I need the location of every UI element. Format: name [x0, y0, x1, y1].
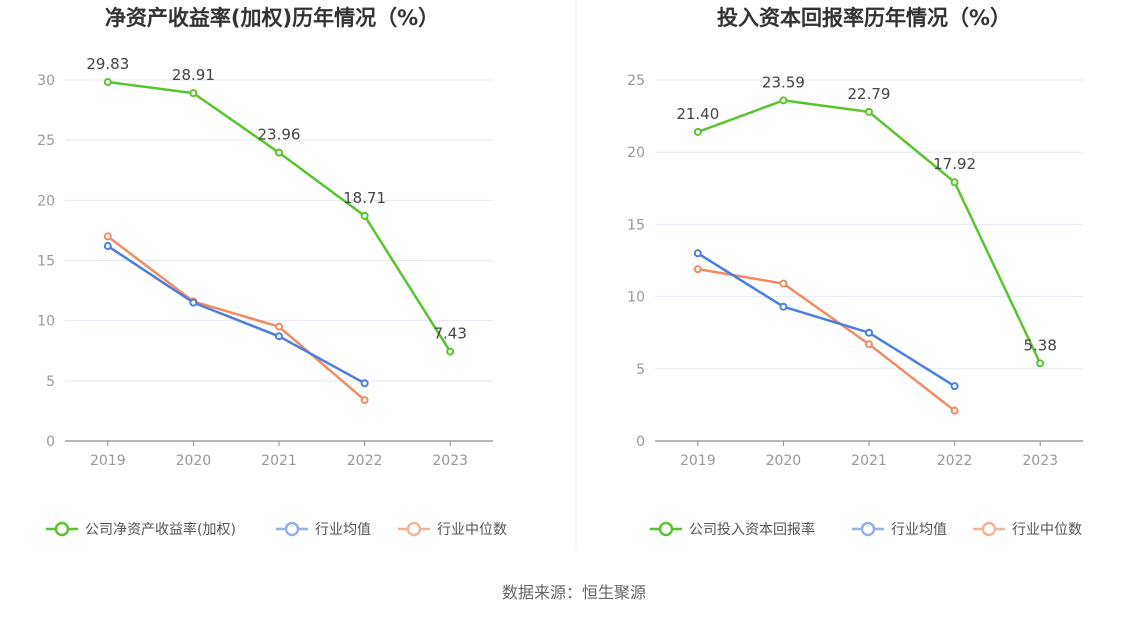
legend-marker-icon — [658, 521, 674, 537]
y-tick-label: 25 — [627, 73, 645, 89]
data-point-company — [103, 78, 112, 87]
data-label: 23.59 — [762, 73, 805, 91]
roe-chart-panel: 净资产收益率(加权)历年情况（%） 0 5 10 15 20 25 30 2019 2020 202… — [37, 6, 507, 538]
data-label: 7.43 — [433, 325, 466, 343]
legend-item-industry-median[interactable]: 行业中位数 — [398, 521, 507, 538]
data-point-company — [275, 148, 283, 157]
data-point-industry-mean — [189, 298, 198, 307]
data-point-industry-mean — [103, 242, 112, 251]
chart-title: 投入资本回报率历年情况（%） — [717, 6, 1011, 30]
data-label: 22.79 — [848, 85, 891, 103]
legend-marker-icon — [406, 521, 422, 537]
data-label: 18.71 — [343, 189, 386, 207]
data-point-company — [189, 89, 198, 98]
x-tick-label: 2021 — [851, 453, 887, 469]
y-tick-label: 10 — [627, 290, 645, 306]
y-tick-label: 10 — [37, 314, 55, 330]
y-tick-label: 20 — [37, 193, 55, 209]
data-point-industry-mean — [865, 328, 873, 337]
data-point-company — [779, 96, 788, 105]
roic-chart-panel: 投入资本回报率历年情况（%） 0 5 10 15 20 25 2019 2020 2021 2022… — [627, 6, 1083, 538]
data-point-company — [865, 107, 873, 116]
legend-marker-icon — [284, 521, 300, 537]
source-text: 数据来源：恒生聚源 — [502, 583, 646, 602]
data-point-company — [950, 178, 959, 187]
x-tick-label: 2020 — [766, 453, 802, 469]
series-line-industry-median — [697, 267, 956, 412]
series-line-company — [697, 99, 1042, 364]
data-point-industry-mean — [275, 332, 283, 341]
data-point-industry-median — [103, 232, 112, 241]
data-label: 29.83 — [86, 55, 129, 73]
data-point-industry-mean — [360, 379, 369, 388]
y-tick-label: 0 — [636, 434, 645, 450]
y-tick-label: 0 — [46, 434, 55, 450]
x-tick-label: 2022 — [937, 453, 973, 469]
data-label: 23.96 — [258, 126, 301, 144]
y-tick-label: 25 — [37, 133, 55, 149]
data-point-industry-median — [275, 322, 283, 331]
data-point-industry-mean — [693, 249, 702, 258]
data-point-industry-mean — [779, 302, 788, 311]
data-point-industry-median — [779, 279, 788, 288]
legend-marker-icon — [860, 521, 876, 537]
legend-item-company[interactable]: 公司投入资本回报率 — [650, 521, 815, 538]
y-tick-label: 5 — [46, 374, 55, 390]
series-line-company — [107, 80, 452, 353]
x-tick-label: 2020 — [176, 453, 212, 469]
legend-item-industry-mean[interactable]: 行业均值 — [276, 521, 371, 538]
data-point-industry-median — [360, 396, 369, 405]
legend-label: 行业中位数 — [1012, 522, 1082, 538]
legend-marker-icon — [981, 521, 997, 537]
x-tick-label: 2019 — [680, 453, 716, 469]
data-point-industry-median — [950, 406, 959, 415]
x-tick-label: 2022 — [347, 453, 383, 469]
x-tick-label: 2019 — [90, 453, 126, 469]
series-line-industry-mean — [697, 252, 956, 388]
y-tick-label: 20 — [627, 145, 645, 161]
data-point-company — [446, 347, 455, 356]
data-point-company — [1036, 359, 1045, 368]
y-tick-label: 5 — [636, 362, 645, 378]
x-tick-label: 2023 — [1022, 453, 1058, 469]
legend-item-industry-mean[interactable]: 行业均值 — [852, 521, 947, 538]
legend-item-company[interactable]: 公司净资产收益率(加权) — [46, 521, 236, 538]
y-tick-label: 30 — [37, 73, 55, 89]
series-line-industry-mean — [107, 245, 366, 385]
x-tick-label: 2023 — [432, 453, 468, 469]
x-tick-label: 2021 — [261, 453, 297, 469]
legend-item-industry-median[interactable]: 行业中位数 — [973, 521, 1082, 538]
legend-label: 行业均值 — [891, 522, 947, 538]
data-point-industry-median — [865, 340, 873, 349]
y-tick-label: 15 — [37, 254, 55, 270]
legend-label: 公司净资产收益率(加权) — [85, 521, 236, 538]
chart-title: 净资产收益率(加权)历年情况（%） — [105, 6, 439, 30]
legend-label: 行业中位数 — [437, 522, 507, 538]
legend-label: 行业均值 — [315, 522, 371, 538]
series-line-industry-median — [107, 235, 366, 402]
data-point-company — [693, 127, 702, 136]
data-label: 21.40 — [676, 105, 719, 123]
data-label: 28.91 — [172, 66, 215, 84]
legend-label: 公司投入资本回报率 — [689, 521, 815, 538]
data-point-industry-median — [693, 265, 702, 274]
data-label: 5.38 — [1023, 336, 1056, 354]
y-tick-label: 15 — [627, 217, 645, 233]
data-label: 17.92 — [933, 155, 976, 173]
data-point-company — [360, 211, 369, 220]
data-point-industry-mean — [950, 382, 959, 391]
legend-marker-icon — [54, 521, 70, 537]
